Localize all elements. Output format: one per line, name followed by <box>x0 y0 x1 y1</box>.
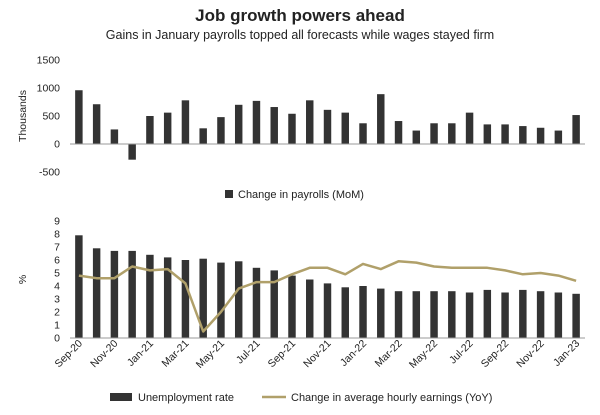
payrolls-bar <box>128 144 135 160</box>
x-tick-label: Jan-23 <box>551 338 582 369</box>
payrolls-bar <box>146 116 153 144</box>
y-tick-label-bottom: 6 <box>54 255 60 267</box>
x-tick-label: Jan-21 <box>125 338 156 369</box>
y-tick-label-top: 1000 <box>37 83 61 95</box>
y-tick-label-bottom: 2 <box>54 307 60 319</box>
unemployment-bar <box>377 289 384 338</box>
payrolls-panel: 1500 1000 500 0 -500 Thousands Change in payro… <box>17 55 585 202</box>
legend-label-unemployment: Unemployment rate <box>138 392 234 404</box>
legend-swatch-unemployment <box>110 393 132 401</box>
unemployment-bar <box>448 291 455 338</box>
payrolls-bar <box>537 128 544 144</box>
x-tick-label: Mar-21 <box>160 338 192 370</box>
y-tick-label-bottom: 9 <box>54 216 60 228</box>
y-tick-label-bottom: 1 <box>54 320 60 332</box>
y-tick-label-bottom: 7 <box>54 242 60 254</box>
unemployment-bar <box>519 290 526 338</box>
y-tick-label-top: 1500 <box>37 55 61 67</box>
unemployment-bar <box>93 248 100 338</box>
unemployment-bar <box>430 291 437 338</box>
x-tick-label: Jul-22 <box>447 338 476 367</box>
payrolls-bar <box>555 131 562 144</box>
x-tick-label: Sep-21 <box>266 338 299 371</box>
unemployment-bar <box>342 287 349 338</box>
payrolls-bar <box>199 128 206 144</box>
unemployment-bar <box>484 290 491 338</box>
payrolls-bar <box>306 100 313 144</box>
y-tick-label-top: -500 <box>39 167 60 179</box>
x-tick-label: Mar-22 <box>373 338 405 370</box>
payrolls-bar <box>253 101 260 144</box>
unemployment-bar <box>324 283 331 338</box>
x-tick-label: Nov-20 <box>88 338 121 371</box>
y-tick-label-bottom: 5 <box>54 268 60 280</box>
unemployment-bar <box>146 255 153 338</box>
payrolls-bar <box>501 124 508 144</box>
payrolls-bar <box>235 105 242 144</box>
payrolls-bar <box>75 90 82 144</box>
x-tick-label: May-21 <box>194 338 227 371</box>
payrolls-bar <box>572 115 579 144</box>
unemployment-bar <box>572 294 579 338</box>
unemployment-bar <box>217 263 224 338</box>
y-tick-label-bottom: 8 <box>54 229 60 241</box>
y-tick-label-top: 500 <box>42 111 60 123</box>
x-tick-label: Jul-21 <box>234 338 263 367</box>
unemployment-bar <box>555 293 562 339</box>
unemployment-bar <box>395 291 402 338</box>
payrolls-bar <box>164 113 171 144</box>
payrolls-bar <box>413 131 420 144</box>
unemployment-bar <box>306 280 313 339</box>
unemployment-bar <box>235 261 242 338</box>
unemployment-bar <box>75 235 82 338</box>
payrolls-bar <box>324 110 331 144</box>
payrolls-bar <box>466 113 473 144</box>
chart-canvas: 1500 1000 500 0 -500 Thousands Change in payro… <box>0 0 600 415</box>
y-axis-label-top: Thousands <box>17 90 29 142</box>
y-tick-label-bottom: 0 <box>54 333 60 345</box>
x-tick-label: Jan-22 <box>338 338 369 369</box>
unemployment-bar <box>253 268 260 338</box>
unemployment-bar <box>413 291 420 338</box>
payrolls-bar <box>519 126 526 144</box>
y-tick-label-top: 0 <box>54 139 60 151</box>
unemployment-bar <box>466 293 473 339</box>
payrolls-bar <box>484 124 491 144</box>
unemployment-bar <box>501 293 508 339</box>
payrolls-bar <box>377 94 384 144</box>
payrolls-bar <box>342 113 349 144</box>
y-axis-label-bottom: % <box>17 275 29 284</box>
y-tick-label-bottom: 4 <box>54 281 60 293</box>
y-tick-label-bottom: 3 <box>54 294 60 306</box>
payrolls-bar <box>395 121 402 144</box>
x-tick-label: Nov-21 <box>301 338 334 371</box>
payrolls-bar <box>270 107 277 144</box>
unemployment-bar <box>288 276 295 338</box>
x-tick-label: Sep-22 <box>479 338 512 371</box>
unemployment-bar <box>111 251 118 338</box>
payrolls-bar <box>182 100 189 144</box>
payrolls-bar <box>288 114 295 144</box>
legend-label-earnings: Change in average hourly earnings (YoY) <box>291 392 492 404</box>
x-tick-label: Nov-22 <box>514 338 547 371</box>
legend-label-payrolls: Change in payrolls (MoM) <box>238 189 364 201</box>
payrolls-bar <box>111 129 118 144</box>
payrolls-bar <box>430 123 437 144</box>
unemployment-bar <box>537 291 544 338</box>
unemployment-bar <box>128 251 135 338</box>
unemployment-bar <box>359 286 366 338</box>
payrolls-bar <box>448 123 455 144</box>
payrolls-bar <box>359 123 366 144</box>
x-tick-label: May-22 <box>407 338 440 371</box>
unemployment-bar <box>182 260 189 338</box>
payrolls-bar <box>217 117 224 144</box>
payrolls-bar <box>93 104 100 144</box>
legend-swatch-payrolls <box>225 190 233 198</box>
